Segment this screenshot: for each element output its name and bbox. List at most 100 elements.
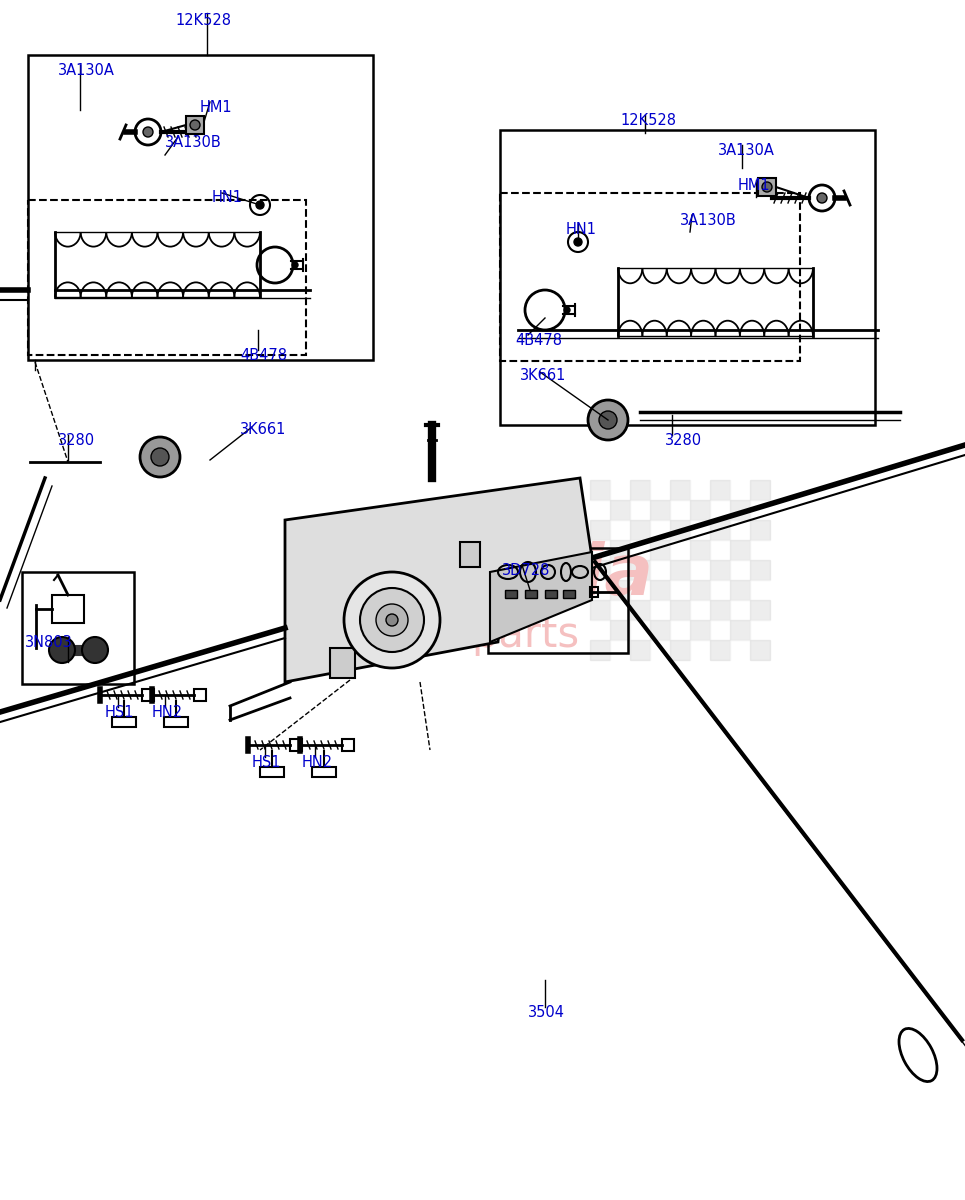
Bar bbox=[590, 620, 610, 640]
Circle shape bbox=[762, 182, 772, 192]
Bar bbox=[142, 689, 154, 701]
Bar bbox=[710, 500, 730, 520]
Bar bbox=[590, 640, 610, 660]
Bar bbox=[710, 600, 730, 620]
Bar bbox=[610, 560, 630, 580]
Bar bbox=[630, 540, 650, 560]
Circle shape bbox=[588, 400, 628, 440]
Bar bbox=[690, 560, 710, 580]
Bar bbox=[650, 480, 670, 500]
Circle shape bbox=[190, 120, 200, 130]
Bar bbox=[610, 540, 630, 560]
Circle shape bbox=[292, 262, 298, 268]
Text: 3N803: 3N803 bbox=[25, 635, 72, 650]
Bar bbox=[194, 689, 206, 701]
Bar bbox=[750, 500, 770, 520]
Bar bbox=[670, 620, 690, 640]
Text: HM1: HM1 bbox=[738, 178, 771, 193]
Bar bbox=[710, 480, 730, 500]
Bar bbox=[730, 520, 750, 540]
Bar bbox=[630, 640, 650, 660]
Bar bbox=[630, 480, 650, 500]
Bar bbox=[650, 640, 670, 660]
Bar bbox=[488, 548, 628, 653]
Polygon shape bbox=[285, 478, 592, 682]
Bar bbox=[590, 580, 610, 600]
Bar bbox=[610, 520, 630, 540]
Circle shape bbox=[49, 637, 75, 662]
Bar bbox=[690, 620, 710, 640]
Bar bbox=[730, 640, 750, 660]
Bar bbox=[690, 600, 710, 620]
Text: 3D728: 3D728 bbox=[502, 563, 550, 578]
Text: HN2: HN2 bbox=[152, 704, 183, 720]
Text: 4B478: 4B478 bbox=[515, 332, 562, 348]
Bar bbox=[590, 587, 598, 596]
Bar bbox=[650, 580, 670, 600]
Circle shape bbox=[82, 637, 108, 662]
Text: 3K661: 3K661 bbox=[520, 368, 566, 383]
Text: scuderia: scuderia bbox=[307, 540, 653, 610]
Circle shape bbox=[151, 448, 169, 466]
Bar bbox=[670, 520, 690, 540]
Bar bbox=[650, 620, 670, 640]
Circle shape bbox=[376, 604, 408, 636]
Bar bbox=[590, 480, 610, 500]
Bar bbox=[610, 600, 630, 620]
Text: HN2: HN2 bbox=[302, 755, 333, 770]
Text: 3A130A: 3A130A bbox=[58, 62, 115, 78]
Bar bbox=[290, 739, 302, 751]
Text: HN1: HN1 bbox=[212, 190, 243, 205]
Bar bbox=[670, 540, 690, 560]
Bar bbox=[590, 560, 610, 580]
Bar bbox=[460, 542, 480, 566]
Bar bbox=[630, 600, 650, 620]
Circle shape bbox=[599, 410, 617, 428]
Bar bbox=[650, 600, 670, 620]
Bar bbox=[750, 640, 770, 660]
Bar bbox=[750, 580, 770, 600]
Text: HS1: HS1 bbox=[252, 755, 282, 770]
Bar bbox=[630, 560, 650, 580]
Bar bbox=[690, 640, 710, 660]
Text: 3280: 3280 bbox=[665, 433, 703, 448]
Bar bbox=[525, 590, 537, 598]
Bar bbox=[750, 620, 770, 640]
Polygon shape bbox=[490, 552, 592, 642]
Bar bbox=[670, 480, 690, 500]
Bar bbox=[690, 480, 710, 500]
Bar bbox=[52, 595, 84, 623]
Bar bbox=[750, 540, 770, 560]
Text: 3K661: 3K661 bbox=[240, 422, 287, 437]
Bar bbox=[710, 580, 730, 600]
Circle shape bbox=[386, 614, 398, 626]
Circle shape bbox=[360, 588, 424, 652]
Bar bbox=[670, 600, 690, 620]
Bar bbox=[28, 55, 373, 360]
Text: HS1: HS1 bbox=[105, 704, 134, 720]
Bar bbox=[710, 620, 730, 640]
Text: 12K528: 12K528 bbox=[175, 13, 231, 28]
Text: car  parts: car parts bbox=[380, 614, 580, 656]
Text: HM1: HM1 bbox=[200, 100, 233, 115]
Bar bbox=[505, 590, 517, 598]
Bar bbox=[590, 500, 610, 520]
Bar bbox=[650, 540, 670, 560]
Bar bbox=[630, 580, 650, 600]
Bar bbox=[500, 130, 875, 425]
Bar bbox=[690, 520, 710, 540]
Bar bbox=[28, 200, 306, 355]
Bar bbox=[650, 500, 670, 520]
Bar bbox=[610, 580, 630, 600]
Bar bbox=[690, 580, 710, 600]
Bar bbox=[730, 540, 750, 560]
Bar bbox=[610, 500, 630, 520]
Text: 3A130B: 3A130B bbox=[165, 134, 222, 150]
Bar bbox=[610, 620, 630, 640]
Bar bbox=[730, 580, 750, 600]
Bar bbox=[590, 520, 610, 540]
Bar bbox=[342, 739, 354, 751]
Bar bbox=[750, 520, 770, 540]
Bar bbox=[730, 480, 750, 500]
Bar bbox=[710, 640, 730, 660]
